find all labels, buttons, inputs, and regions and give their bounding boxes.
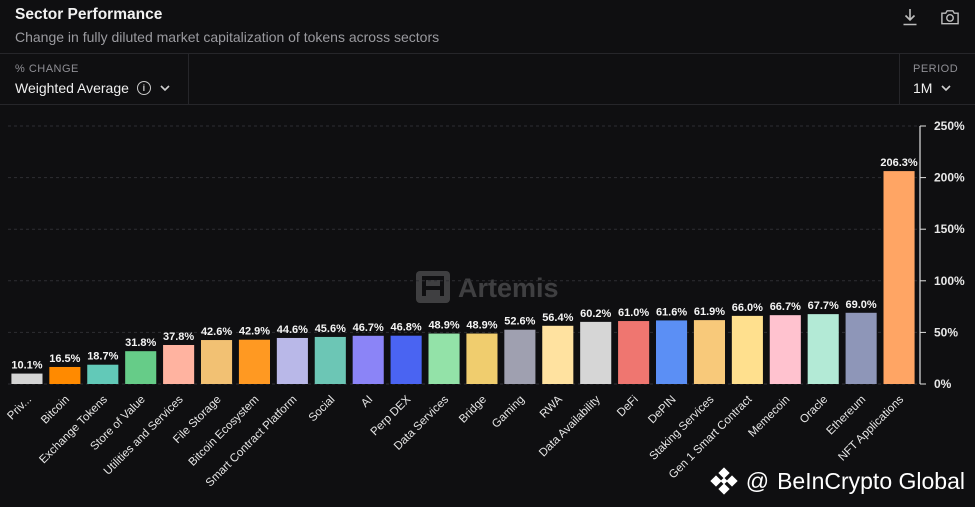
data-label: 37.8%	[163, 331, 194, 343]
metric-label: % CHANGE	[15, 63, 79, 75]
bar[interactable]	[542, 325, 574, 384]
x-tick-label: Gaming	[490, 394, 527, 431]
y-tick-label: 250%	[934, 119, 965, 133]
x-tick-label: Staking Services	[648, 393, 717, 462]
data-label: 61.0%	[618, 307, 649, 319]
chevron-down-icon	[941, 85, 952, 92]
data-label: 46.7%	[353, 322, 384, 334]
toolbar	[900, 7, 960, 27]
data-label: 56.4%	[542, 312, 573, 324]
bar[interactable]	[352, 335, 384, 384]
bar[interactable]	[87, 364, 119, 384]
x-tick-label: Social	[307, 394, 338, 425]
data-label: 31.8%	[125, 337, 156, 349]
bar[interactable]	[883, 171, 915, 384]
bar[interactable]	[807, 314, 839, 384]
data-label: 48.9%	[466, 320, 497, 332]
bar[interactable]	[49, 366, 81, 384]
y-tick-label: 50%	[934, 325, 958, 339]
binance-logo-icon	[710, 467, 738, 495]
data-label: 67.7%	[808, 300, 839, 312]
bar[interactable]	[276, 337, 308, 384]
bar[interactable]	[200, 340, 233, 384]
x-tick-label: Exchange Tokens	[37, 393, 110, 466]
metric-value: Weighted Average	[15, 80, 129, 96]
bar[interactable]	[314, 336, 346, 384]
x-tick-label: Bitcoin	[39, 394, 72, 427]
bar[interactable]	[731, 315, 763, 384]
chevron-down-icon	[160, 85, 170, 92]
data-label: 52.6%	[504, 316, 535, 328]
data-label: 46.8%	[391, 322, 422, 334]
y-tick-label: 0%	[934, 377, 952, 391]
period-select[interactable]: 1M	[913, 80, 952, 96]
divider	[0, 104, 975, 105]
bar[interactable]	[163, 344, 195, 384]
metric-select[interactable]: Weighted Average i	[15, 80, 171, 96]
bar[interactable]	[125, 351, 157, 384]
x-tick-label: Priv...	[5, 394, 34, 423]
x-tick-label: NFT Applications	[836, 393, 906, 463]
data-label: 61.6%	[656, 306, 687, 318]
artemis-wordmark: Artemis	[458, 273, 559, 303]
chart-subtitle: Change in fully diluted market capitaliz…	[15, 29, 440, 45]
data-label: 18.7%	[87, 351, 118, 363]
period-value: 1M	[913, 80, 933, 96]
bar[interactable]	[466, 333, 498, 384]
artemis-logo-icon	[416, 271, 450, 303]
chart-title: Sector Performance	[15, 6, 163, 23]
data-label: 45.6%	[315, 323, 346, 335]
bar[interactable]	[428, 333, 460, 384]
divider	[0, 53, 975, 54]
download-icon[interactable]	[900, 7, 920, 27]
y-tick-label: 100%	[934, 274, 965, 288]
credit-watermark: @ BeInCrypto Global	[710, 467, 965, 495]
credit-name: BeInCrypto Global	[777, 467, 965, 494]
bar[interactable]	[390, 335, 422, 384]
data-label: 42.6%	[201, 326, 232, 338]
credit-at: @	[745, 467, 770, 494]
data-label: 66.7%	[770, 301, 801, 313]
chart-header: Sector Performance Change in fully dilut…	[15, 6, 439, 45]
bar[interactable]	[769, 315, 801, 384]
divider	[899, 53, 900, 104]
bar[interactable]	[504, 329, 536, 384]
bar[interactable]	[845, 312, 877, 384]
x-tick-label: Oracle	[798, 394, 830, 426]
data-label: 206.3%	[880, 157, 918, 169]
x-tick-label: RWA	[538, 393, 565, 420]
data-label: 69.0%	[846, 299, 877, 311]
data-label: 48.9%	[428, 320, 459, 332]
divider	[188, 53, 189, 104]
y-tick-label: 150%	[934, 222, 965, 236]
bar[interactable]	[618, 321, 650, 384]
data-label: 61.9%	[694, 306, 725, 318]
camera-icon[interactable]	[940, 7, 960, 27]
y-tick-label: 200%	[934, 171, 965, 185]
artemis-watermark: Artemis	[416, 271, 559, 303]
data-label: 60.2%	[580, 308, 611, 320]
x-tick-label: Memecoin	[746, 394, 792, 440]
data-label: 66.0%	[732, 302, 763, 314]
period-label: PERIOD	[913, 63, 959, 75]
bar[interactable]	[11, 373, 43, 384]
data-label: 44.6%	[277, 324, 308, 336]
bar[interactable]	[580, 321, 612, 384]
x-tick-label: DePIN	[646, 394, 678, 426]
bar[interactable]	[693, 320, 726, 384]
x-tick-label: DeFi	[615, 394, 641, 420]
data-label: 16.5%	[49, 353, 80, 365]
x-tick-label: AI	[359, 394, 375, 410]
x-tick-label: Bitcoin Ecosystem	[187, 394, 262, 469]
data-label: 42.9%	[239, 326, 270, 338]
info-icon[interactable]: i	[136, 81, 151, 95]
bar[interactable]	[655, 320, 688, 384]
data-label: 10.1%	[11, 360, 42, 372]
x-tick-label: Bridge	[457, 394, 489, 426]
bar[interactable]	[238, 339, 271, 384]
